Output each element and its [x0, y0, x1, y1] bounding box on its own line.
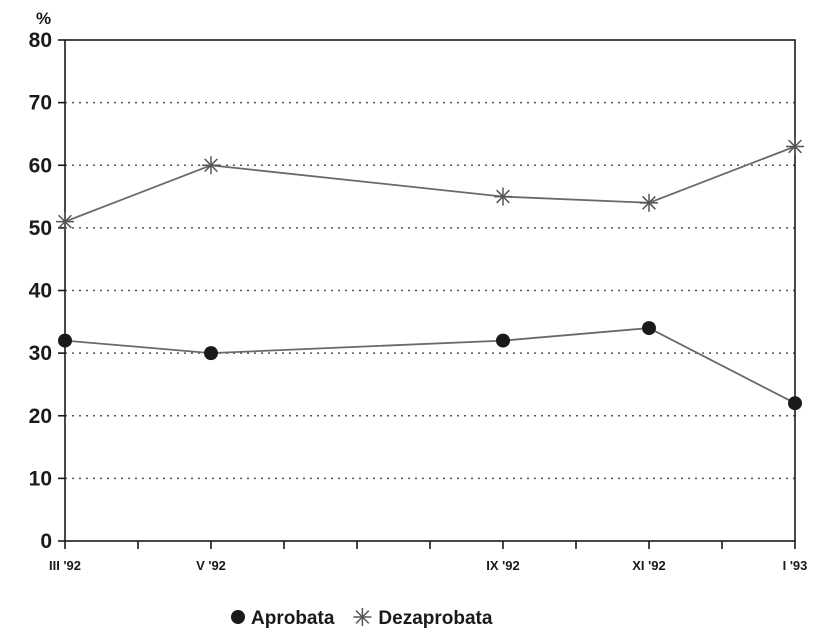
asterisk-stroke	[204, 158, 218, 173]
legend-item-aprobata: Aprobata	[231, 608, 335, 629]
legend-item-dezaprobata: Dezaprobata	[353, 608, 493, 629]
x-tick-label: V '92	[196, 558, 226, 573]
legend-asterisk-marker-icon	[353, 608, 372, 626]
asterisk-stroke	[788, 139, 802, 154]
y-tick-label: 40	[29, 280, 52, 303]
data-point-circle	[496, 333, 510, 348]
legend-circle-marker	[231, 610, 245, 624]
data-point-asterisk	[202, 156, 220, 175]
data-point-asterisk	[640, 193, 658, 212]
asterisk-stroke	[355, 610, 370, 624]
y-tick-label: 50	[29, 217, 52, 240]
series-line	[64, 145, 796, 223]
asterisk-stroke	[496, 189, 510, 204]
data-point-asterisk	[786, 137, 804, 156]
legend: Aprobata Dezaprobata	[231, 608, 493, 629]
y-tick-label: 80	[29, 29, 52, 52]
x-axis-ticks: III '92 V '92 IX '92 XI '92 I '93	[49, 541, 807, 573]
data-point-asterisk	[56, 212, 74, 231]
y-tick-label: 30	[29, 342, 52, 365]
x-tick-label: I '93	[783, 558, 808, 573]
data-point-circle	[58, 333, 72, 348]
y-tick-label: 20	[29, 405, 52, 428]
y-axis-unit: %	[36, 9, 51, 28]
x-tick-label: IX '92	[486, 558, 519, 573]
legend-label-aprobata: Aprobata	[251, 608, 335, 629]
data-point-asterisk	[494, 187, 512, 206]
data-point-circle	[642, 321, 656, 336]
legend-circle-marker-icon	[231, 610, 245, 624]
y-tick-label: 10	[29, 467, 52, 490]
y-axis-ticks: 0 10 20 30 40 50 60 70 80	[29, 29, 65, 553]
asterisk-stroke	[58, 214, 72, 229]
series	[56, 137, 804, 411]
x-tick-label: III '92	[49, 558, 81, 573]
gridlines	[65, 101, 795, 480]
legend-label-dezaprobata: Dezaprobata	[378, 608, 492, 629]
y-tick-label: 70	[29, 92, 52, 115]
series-aprobata	[58, 321, 802, 411]
y-tick-label: 60	[29, 154, 52, 177]
series-line	[64, 327, 796, 405]
asterisk-stroke	[642, 195, 656, 210]
x-tick-label: XI '92	[632, 558, 665, 573]
series-dezaprobata	[56, 137, 804, 231]
data-point-circle	[788, 396, 802, 411]
y-tick-label: 0	[40, 530, 52, 553]
data-point-circle	[204, 346, 218, 361]
legend-asterisk-marker	[353, 608, 372, 626]
